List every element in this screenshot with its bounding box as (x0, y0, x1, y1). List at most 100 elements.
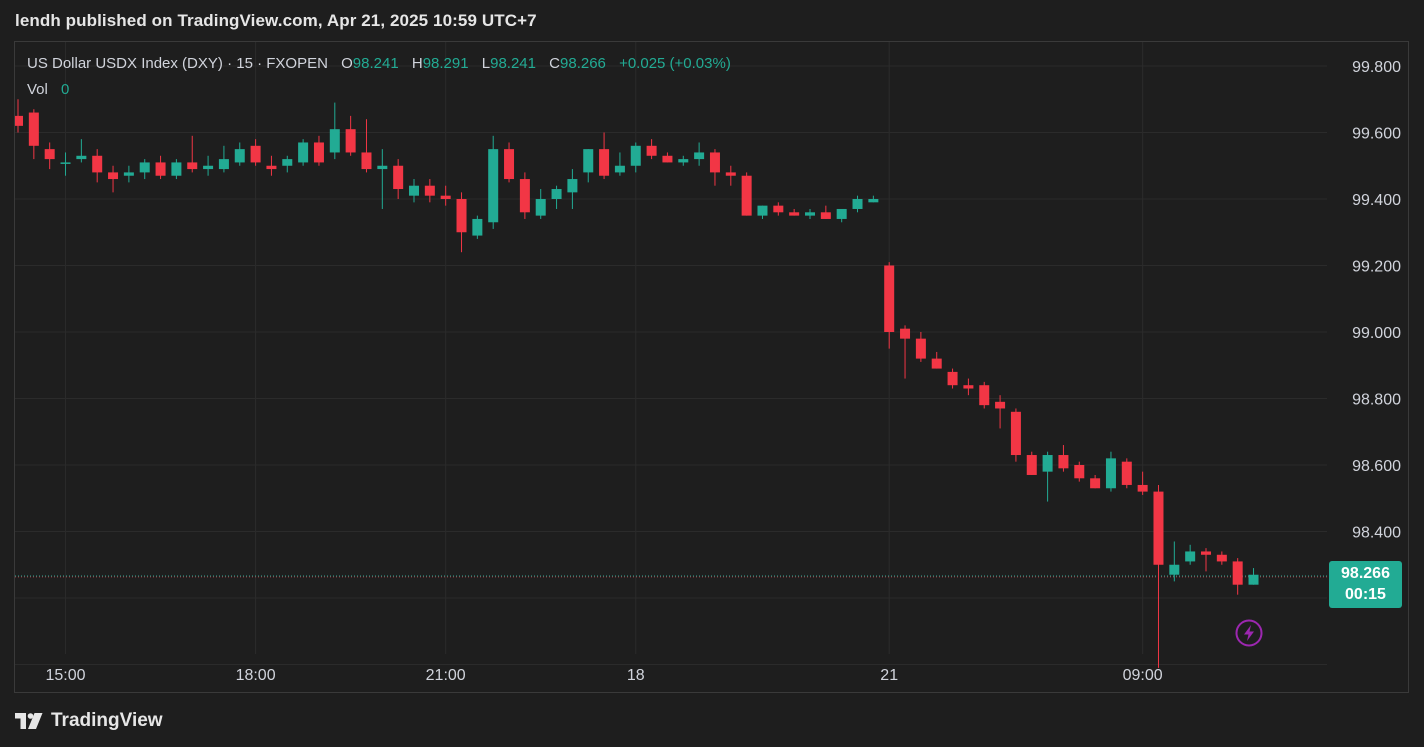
candle[interactable] (171, 159, 182, 180)
candle[interactable] (551, 185, 562, 209)
candle[interactable] (92, 149, 103, 183)
candle[interactable] (60, 152, 71, 176)
candle-body (900, 328, 911, 339)
candle[interactable] (741, 172, 752, 216)
candle-body (979, 385, 990, 406)
candle[interactable] (1010, 408, 1021, 462)
candle[interactable] (329, 102, 340, 160)
candle[interactable] (28, 109, 39, 160)
candle[interactable] (789, 208, 800, 216)
candle[interactable] (266, 155, 277, 176)
candle[interactable] (1248, 568, 1259, 585)
candle[interactable] (488, 135, 499, 229)
candle[interactable] (1121, 458, 1132, 489)
candle[interactable] (298, 139, 309, 166)
candle[interactable] (915, 332, 926, 362)
lightning-alert-icon[interactable] (1235, 619, 1263, 647)
candle[interactable] (884, 262, 895, 349)
candle[interactable] (393, 159, 404, 199)
candle[interactable] (535, 189, 546, 219)
candle[interactable] (1216, 551, 1227, 565)
candle-body (836, 208, 847, 219)
candle[interactable] (773, 202, 784, 216)
candle[interactable] (995, 395, 1006, 429)
candle[interactable] (646, 139, 657, 160)
candle-body (757, 205, 768, 216)
candle[interactable] (836, 208, 847, 223)
volume-label[interactable]: Vol (27, 81, 48, 98)
candle[interactable] (108, 165, 119, 193)
candle[interactable] (1169, 541, 1180, 582)
candle-body (662, 155, 673, 163)
candle[interactable] (694, 142, 705, 166)
candle[interactable] (1074, 461, 1085, 482)
candle[interactable] (139, 159, 150, 180)
candle[interactable] (377, 149, 388, 209)
candle[interactable] (218, 145, 229, 173)
candle[interactable] (599, 132, 610, 180)
legend-separator: · (257, 55, 263, 72)
candle[interactable] (662, 152, 673, 163)
candle[interactable] (979, 381, 990, 409)
candle[interactable] (630, 142, 641, 173)
last-price-value: 98.266 (1341, 565, 1390, 582)
symbol-name[interactable]: US Dollar USDX Index (DXY) (27, 55, 223, 72)
candle-body (139, 162, 150, 173)
candle[interactable] (583, 149, 594, 183)
candle[interactable] (820, 205, 831, 219)
legend-main: US Dollar USDX Index (DXY) · 15 · FXOPEN… (27, 55, 731, 72)
candle[interactable] (852, 195, 863, 213)
candle[interactable] (44, 142, 55, 170)
candle[interactable] (900, 325, 911, 379)
candle[interactable] (678, 155, 689, 166)
candle[interactable] (725, 165, 736, 186)
candle[interactable] (234, 142, 245, 166)
candle-body (1248, 574, 1259, 585)
candle[interactable] (1042, 451, 1053, 502)
candle[interactable] (282, 155, 293, 173)
candle[interactable] (15, 99, 23, 133)
candle[interactable] (250, 139, 261, 166)
candle[interactable] (76, 139, 87, 163)
candle[interactable] (155, 155, 166, 180)
candle[interactable] (409, 179, 419, 203)
interval-label[interactable]: 15 (236, 55, 253, 72)
footer-logo-text: TradingView (51, 710, 163, 731)
candle[interactable] (963, 378, 974, 396)
candle[interactable] (757, 205, 768, 219)
candle-body (282, 159, 293, 166)
chart-frame[interactable]: 99.800 99.600 99.400 99.200 99.000 98.800 98.6… (14, 41, 1409, 693)
candle[interactable] (1185, 544, 1196, 565)
candle[interactable] (123, 165, 134, 183)
candle[interactable] (931, 351, 942, 369)
candle[interactable] (1201, 548, 1211, 572)
candle[interactable] (1105, 451, 1116, 492)
candlestick-chart[interactable]: 99.800 99.600 99.400 99.200 99.000 98.800 98.6… (15, 42, 1408, 692)
candle[interactable] (805, 208, 815, 219)
time-tick-label: 15:00 (45, 667, 85, 684)
candle[interactable] (440, 185, 451, 206)
candle[interactable] (1090, 474, 1101, 489)
candle[interactable] (203, 155, 214, 176)
candle[interactable] (361, 119, 372, 173)
candle[interactable] (504, 142, 515, 183)
time-tick-label: 18 (627, 667, 645, 684)
candle[interactable] (614, 152, 625, 176)
candle[interactable] (313, 135, 324, 166)
candle[interactable] (424, 179, 435, 203)
candle[interactable] (519, 172, 530, 219)
candle[interactable] (1153, 484, 1164, 668)
tradingview-logo[interactable]: TradingView (15, 710, 163, 732)
candle[interactable] (187, 135, 198, 173)
candle[interactable] (709, 149, 720, 186)
candle[interactable] (472, 215, 483, 239)
candle[interactable] (1026, 451, 1037, 475)
candle[interactable] (567, 169, 578, 209)
candle[interactable] (1137, 471, 1148, 495)
candle[interactable] (345, 115, 356, 156)
candle[interactable] (868, 195, 879, 203)
candle[interactable] (947, 368, 958, 389)
candle[interactable] (1232, 558, 1243, 595)
candle[interactable] (456, 192, 467, 253)
candle[interactable] (1058, 445, 1069, 472)
